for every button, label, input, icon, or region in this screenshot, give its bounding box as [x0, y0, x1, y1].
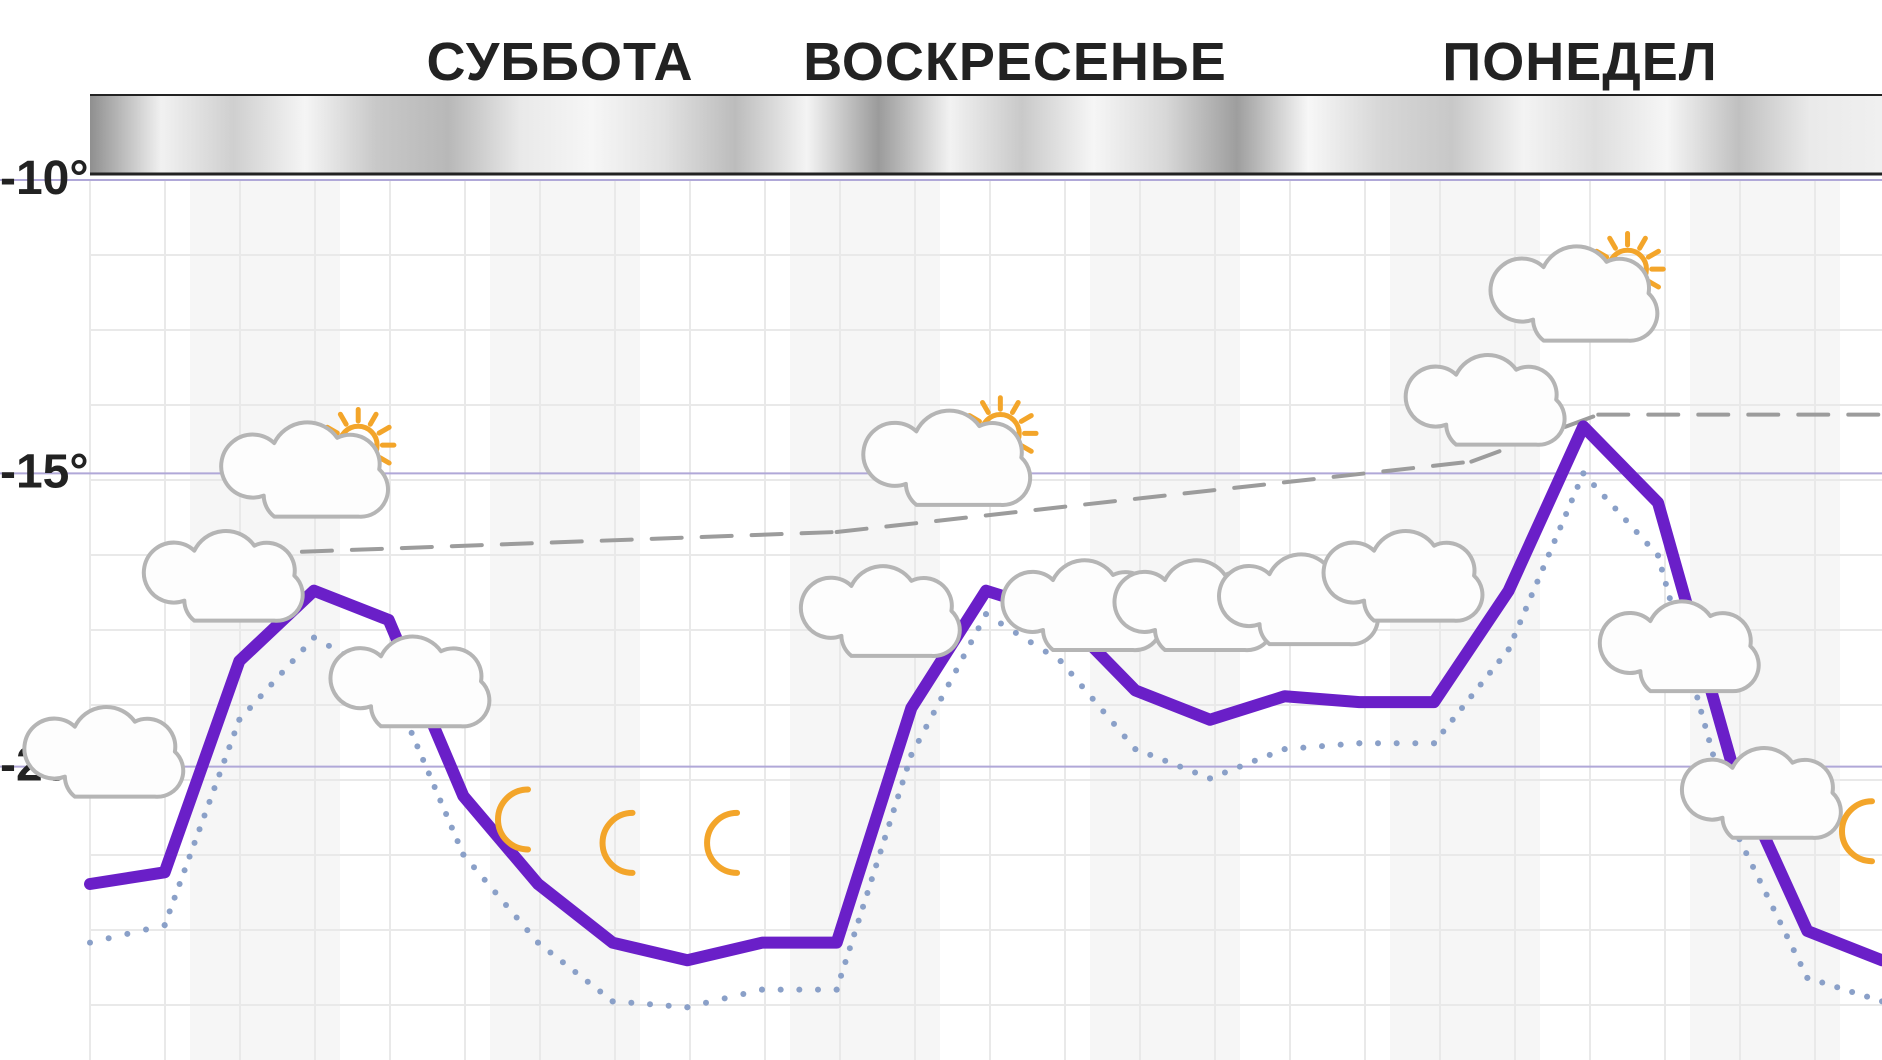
day-label: ПОНЕДЕЛ: [1442, 32, 1717, 92]
y-tick-label: -10°: [0, 152, 89, 205]
moon-icon: [707, 813, 737, 873]
y-tick-label: -15°: [0, 445, 89, 498]
cloud-icon: [330, 637, 489, 727]
cloud-icon: [144, 531, 303, 621]
chart-canvas: -10°-15°-20°СУББОТАВОСКРЕСЕНЬЕПОНЕДЕЛ: [0, 0, 1882, 1060]
day-label: ВОСКРЕСЕНЬЕ: [803, 32, 1227, 92]
cloud-icon: [1600, 601, 1759, 691]
weather-hourly-chart: -10°-15°-20°СУББОТАВОСКРЕСЕНЬЕПОНЕДЕЛ: [0, 0, 1882, 1060]
day-label: СУББОТА: [426, 32, 693, 92]
moon-icon: [1842, 801, 1872, 861]
